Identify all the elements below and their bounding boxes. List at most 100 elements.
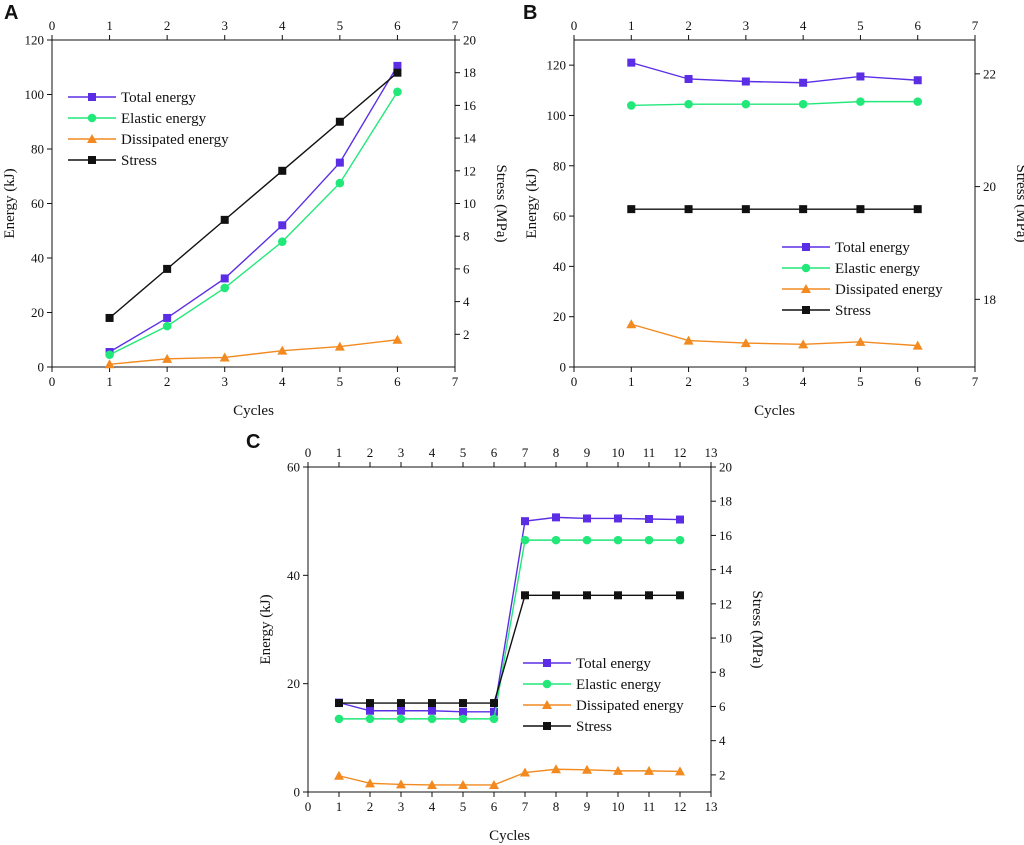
data-point-stress-a	[163, 264, 172, 273]
y-tick-label-a: 0	[38, 360, 45, 375]
y-axis-label-c: Energy (kJ)	[258, 594, 274, 664]
series-line-elastic-energy-a	[109, 91, 399, 356]
y-tick-label-b: 60	[553, 209, 566, 224]
y-axis-label-b: Energy (kJ)	[524, 168, 540, 238]
y-tick-label-b: 0	[560, 360, 567, 375]
data-point-dissipated-energy-c	[489, 779, 499, 789]
data-point-total-energy-a	[393, 61, 402, 70]
series-line-total-energy-b	[631, 61, 918, 84]
y-tick-label-a: 60	[31, 196, 44, 211]
y-tick-label-b: 120	[547, 58, 567, 73]
y2-tick-label-c: 2	[719, 767, 726, 782]
series-line-dissipated-energy-c	[338, 768, 681, 786]
x-tick-label-c: 7	[522, 799, 529, 814]
data-point-elastic-energy-c	[520, 535, 530, 545]
data-point-dissipated-energy-a	[104, 359, 115, 369]
data-point-elastic-energy-c	[334, 714, 344, 724]
data-point-stress-c	[645, 591, 653, 600]
y2-tick-label-c: 18	[719, 494, 732, 509]
data-point-elastic-energy-b	[741, 99, 751, 109]
legend-marker-stress-a	[88, 156, 96, 164]
x-tick-label-b: 1	[628, 374, 635, 389]
data-point-total-energy-b	[799, 78, 808, 87]
y2-tick-label-a: 14	[463, 131, 477, 146]
data-point-dissipated-energy-a	[334, 341, 345, 351]
data-point-total-energy-b	[913, 76, 922, 85]
series-line-dissipated-energy-a	[109, 339, 398, 365]
x-tick-label-b: 7	[972, 374, 979, 389]
x-tick-label-c: 0	[305, 799, 312, 814]
data-point-elastic-energy-a	[335, 178, 345, 188]
data-point-total-energy-c	[459, 707, 467, 716]
data-point-total-energy-a	[220, 274, 229, 283]
legend-label-elastic-energy-a: Elastic energy	[121, 111, 207, 127]
data-point-dissipated-energy-a	[392, 334, 403, 344]
legend-marker-stress-b	[802, 306, 810, 314]
legend-marker-dissipated-energy-b	[801, 284, 811, 293]
x-axis-label-a: Cycles	[233, 403, 274, 419]
data-point-dissipated-energy-b	[855, 336, 866, 346]
data-point-elastic-energy-b	[684, 99, 693, 109]
data-point-stress-c	[676, 591, 684, 600]
legend-marker-total-energy-c	[543, 659, 551, 667]
legend-a: Total energy Elastic energy Dissipated ene…	[68, 90, 229, 169]
x-tick-label-c: 2	[367, 799, 374, 814]
y-tick-label-c: 60	[287, 460, 300, 475]
y-tick-label-a: 40	[31, 251, 44, 266]
data-point-total-energy-c	[366, 706, 374, 715]
data-point-elastic-energy-c	[458, 714, 468, 724]
data-point-stress-a	[393, 68, 402, 77]
x-tick-label-c: 11	[643, 799, 656, 814]
data-point-dissipated-energy-a	[219, 352, 230, 362]
y-tick-label-c: 0	[294, 785, 301, 800]
x-top-tick-label-c: 13	[705, 445, 718, 460]
x-tick-label-b: 2	[685, 374, 692, 389]
x-tick-label-c: 4	[429, 799, 436, 814]
data-point-elastic-energy-c	[675, 535, 685, 545]
legend-label-elastic-energy-b: Elastic energy	[835, 261, 921, 277]
x-tick-label-c: 1	[336, 799, 343, 814]
data-point-stress-b	[741, 205, 750, 214]
data-point-total-energy-c	[490, 707, 498, 716]
x-top-tick-label-a: 4	[279, 18, 286, 33]
data-point-elastic-energy-b	[798, 99, 808, 109]
x-top-tick-label-c: 2	[367, 445, 374, 460]
data-point-total-energy-c	[552, 513, 560, 522]
data-point-dissipated-energy-c	[551, 764, 561, 774]
x-top-tick-label-c: 11	[643, 445, 656, 460]
data-point-elastic-energy-c	[644, 535, 654, 545]
y-axis-label-a: Energy (kJ)	[2, 168, 18, 238]
data-point-stress-c	[521, 591, 529, 600]
legend-marker-total-energy-b	[802, 243, 810, 251]
x-axis-label-b: Cycles	[754, 403, 795, 419]
legend-marker-elastic-energy-b	[801, 263, 811, 273]
panel-a: A001122334455667702040608010012024681012…	[2, 2, 509, 419]
y2-tick-label-b: 22	[983, 66, 996, 81]
panel-label-b: B	[523, 2, 537, 24]
x-tick-label-a: 0	[49, 374, 56, 389]
y2-tick-label-c: 12	[719, 596, 732, 611]
y2-tick-label-b: 20	[983, 179, 996, 194]
data-point-total-energy-c	[521, 517, 529, 526]
data-point-elastic-energy-a	[162, 321, 172, 331]
x-top-tick-label-b: 7	[972, 18, 979, 33]
data-point-stress-a	[278, 166, 287, 175]
legend-c: Total energy Elastic energy Dissipated ene…	[523, 656, 684, 735]
series-elastic-energy-a	[105, 87, 402, 360]
data-point-stress-b	[684, 205, 693, 214]
y2-tick-label-c: 14	[719, 562, 733, 577]
x-top-tick-label-c: 10	[612, 445, 625, 460]
data-point-elastic-energy-a	[393, 87, 402, 97]
data-point-total-energy-c	[645, 515, 653, 523]
data-point-dissipated-energy-b	[626, 319, 637, 329]
x-top-tick-label-a: 0	[49, 18, 56, 33]
y2-tick-label-a: 16	[463, 98, 477, 113]
x-top-tick-label-b: 6	[914, 18, 921, 33]
data-point-total-energy-c	[583, 514, 591, 523]
legend-label-total-energy-b: Total energy	[835, 240, 910, 256]
legend-label-total-energy-c: Total energy	[576, 656, 651, 672]
series-total-energy-b	[627, 58, 922, 87]
data-point-stress-c	[366, 699, 374, 708]
data-point-elastic-energy-b	[626, 101, 636, 110]
data-point-total-energy-c	[397, 706, 405, 715]
